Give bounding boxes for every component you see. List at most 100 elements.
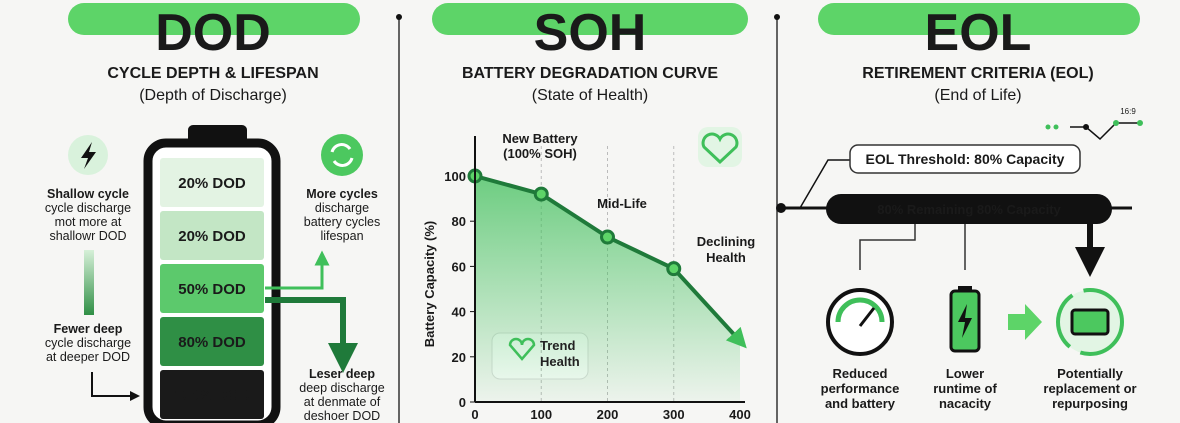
caption: deshoer DOD — [304, 409, 380, 423]
arrow — [265, 250, 330, 290]
heart-glyph — [701, 132, 739, 165]
caption: mot more at — [55, 215, 122, 229]
caption: cycle discharge — [45, 336, 131, 350]
caption: lifespan — [320, 229, 363, 243]
caption: shallowr DOD — [49, 229, 126, 243]
gauge-arc — [835, 297, 885, 323]
annotation: Declining — [697, 234, 756, 249]
point — [600, 229, 615, 245]
x-tick-label: 200 — [597, 407, 619, 422]
y-axis-label: Battery Capacity (%) — [422, 221, 437, 347]
spark-dot — [1137, 120, 1143, 126]
caption: at denmate of — [304, 395, 381, 409]
annotation: Health — [706, 250, 746, 265]
caption: deep discharge — [299, 381, 385, 395]
spark-dot — [1113, 120, 1119, 126]
capacity-bar — [826, 194, 1112, 224]
arrow — [1008, 304, 1042, 340]
annotation: (100% SOH) — [503, 146, 577, 161]
panel-title: EOL — [925, 4, 1032, 62]
panel-title: SOH — [534, 4, 647, 62]
header-pill — [432, 3, 748, 35]
outcome-label: repurposing — [1052, 396, 1128, 411]
annotation: Mid-Life — [597, 196, 647, 211]
annotation: New Battery — [502, 131, 578, 146]
connector — [859, 224, 966, 270]
spark-dot — [1053, 124, 1059, 130]
spark-dot — [1045, 124, 1051, 130]
legend-label: Trend Health — [540, 338, 580, 369]
ratio-label: 16:9 — [1120, 107, 1136, 116]
battery-icon-cap — [958, 286, 972, 292]
panel-subtitle: CYCLE DEPTH & LIFESPAN — [107, 65, 318, 82]
dod-cell-label: 80% DOD — [178, 334, 246, 351]
dod-cell-label: 20% DOD — [178, 175, 246, 192]
panel-subtitle: BATTERY DEGRADATION CURVE — [462, 65, 718, 82]
dod-cell — [160, 264, 264, 313]
outcome-label: Lower — [946, 366, 984, 381]
caption: at deeper DOD — [46, 350, 130, 364]
header-pill — [68, 3, 360, 35]
heart-icon — [698, 127, 742, 167]
threshold-dot — [776, 203, 786, 213]
sparkline — [1070, 122, 1140, 141]
dod-cell — [160, 370, 264, 419]
dod-cell — [160, 317, 264, 366]
y-tick-label: 0 — [459, 395, 466, 410]
outcome-label: performance — [821, 381, 900, 396]
caption: Fewer deep — [54, 322, 123, 336]
panel-note: (State of Health) — [532, 87, 649, 104]
y-tick-label: 40 — [452, 305, 466, 320]
spark-dot — [1083, 124, 1089, 130]
threshold-box — [849, 144, 1081, 174]
dod-cell — [160, 211, 264, 260]
outcome-label: Potentially — [1057, 366, 1124, 381]
dod-cell-label: 20% DOD — [178, 228, 246, 245]
x-tick-label: 0 — [471, 407, 478, 422]
panel-note: (Depth of Discharge) — [139, 87, 287, 104]
recycle-battery — [1070, 308, 1110, 336]
caption: Shallow cycle — [47, 187, 129, 201]
connector — [799, 159, 850, 209]
x-tick-label: 400 — [729, 407, 751, 422]
point — [533, 186, 549, 202]
point — [666, 261, 682, 277]
gradient-bar — [84, 250, 94, 315]
x-tick-label: 100 — [530, 407, 552, 422]
threshold-label: EOL Threshold: 80% Capacity — [866, 151, 1065, 167]
caption: battery cycles — [304, 215, 380, 229]
area — [475, 176, 740, 402]
dod-cell-label: 50% DOD — [178, 281, 246, 298]
caption: cycle discharge — [45, 201, 131, 215]
y-tick-label: 100 — [444, 169, 466, 184]
caption: Leser deep — [309, 367, 375, 381]
header-pill — [818, 3, 1140, 35]
y-tick-label: 80 — [452, 214, 466, 229]
dod-cell — [160, 158, 264, 207]
cycle-icon — [321, 134, 363, 176]
outcome-label: runtime of — [933, 381, 997, 396]
legend: Trend Health — [540, 338, 580, 369]
divider-dot — [396, 14, 402, 20]
y-tick-label: 20 — [452, 350, 466, 365]
panel-note: (End of Life) — [934, 87, 1021, 104]
y-tick-label: 60 — [452, 259, 466, 274]
dod-cell-label: 100% DOD — [174, 387, 250, 404]
panel-title: DOD — [155, 4, 271, 62]
x-tick-label: 300 — [663, 407, 685, 422]
caption: More cycles — [306, 187, 378, 201]
gauge-needle — [858, 307, 876, 327]
panel-subtitle: RETIREMENT CRITERIA (EOL) — [862, 65, 1093, 82]
battery-bolt — [958, 304, 972, 338]
caption: discharge — [315, 201, 369, 215]
outcome-label: nacacity — [939, 396, 992, 411]
outcome-label: replacement or — [1043, 381, 1136, 396]
arrow — [265, 297, 358, 373]
outcome-label: Reduced — [833, 366, 888, 381]
arrow — [91, 372, 140, 401]
divider-dot — [774, 14, 780, 20]
cycle-glyph — [330, 143, 354, 167]
outcome-label: and battery — [825, 396, 896, 411]
capacity-bar-label: 80% Remaining 80% Capacity — [877, 202, 1061, 217]
